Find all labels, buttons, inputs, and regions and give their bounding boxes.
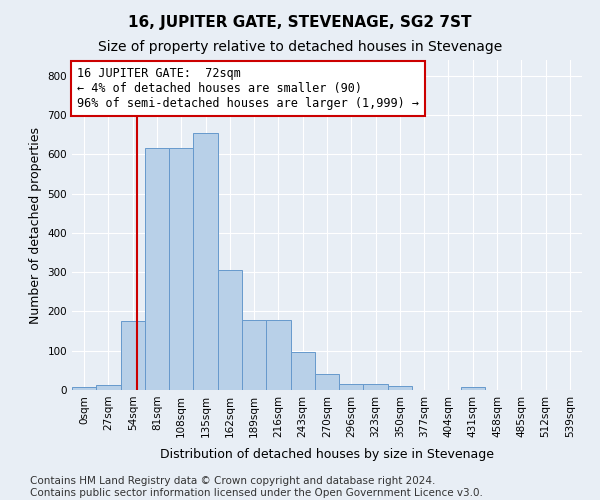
Bar (169, 148, 193, 390)
Bar (96, 385, 121, 390)
Bar (72, 387, 96, 390)
Text: Contains HM Land Registry data © Crown copyright and database right 2024.
Contai: Contains HM Land Registry data © Crown c… (30, 476, 483, 498)
Bar (290, 352, 315, 390)
Bar (388, 386, 412, 390)
Bar (218, 270, 242, 390)
Bar (315, 374, 339, 390)
Bar (193, 132, 218, 390)
Text: 16, JUPITER GATE, STEVENAGE, SG2 7ST: 16, JUPITER GATE, STEVENAGE, SG2 7ST (128, 15, 472, 30)
Bar (121, 322, 145, 390)
Text: Size of property relative to detached houses in Stevenage: Size of property relative to detached ho… (98, 40, 502, 54)
Text: 16 JUPITER GATE:  72sqm
← 4% of detached houses are smaller (90)
96% of semi-det: 16 JUPITER GATE: 72sqm ← 4% of detached … (77, 66, 419, 110)
Bar (364, 384, 388, 390)
Bar (145, 148, 169, 390)
Y-axis label: Number of detached properties: Number of detached properties (29, 126, 42, 324)
Bar (461, 387, 485, 390)
X-axis label: Distribution of detached houses by size in Stevenage: Distribution of detached houses by size … (160, 448, 494, 461)
Bar (242, 320, 266, 390)
Bar (339, 384, 364, 390)
Bar (266, 320, 290, 390)
